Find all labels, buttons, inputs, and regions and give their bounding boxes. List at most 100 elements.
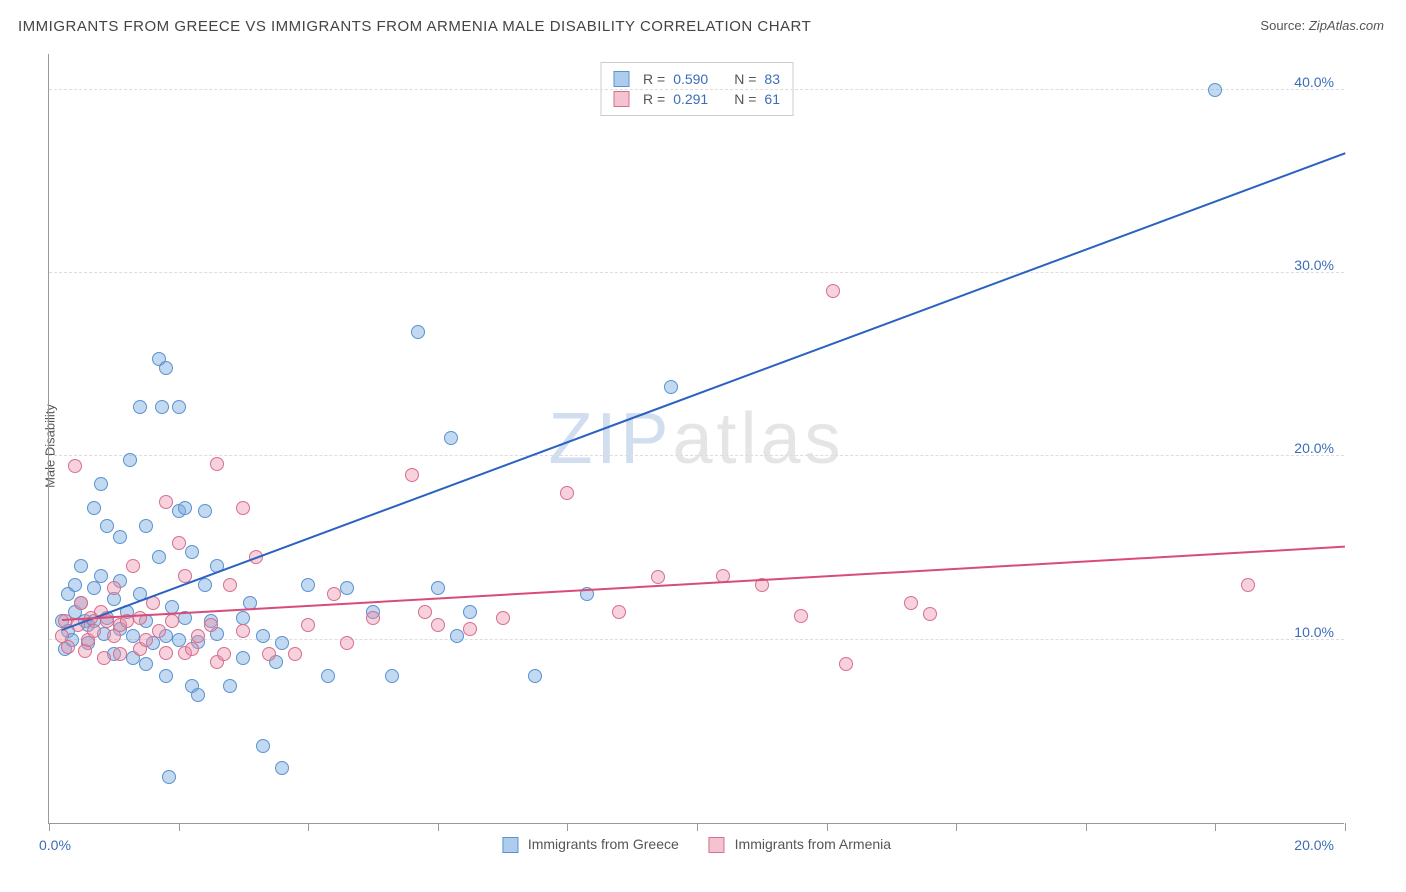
- data-point: [97, 651, 111, 665]
- y-tick-label: 30.0%: [1294, 257, 1334, 273]
- x-tick: [956, 823, 957, 831]
- gridline: [49, 89, 1344, 90]
- plot-area: ZIPatlas R = 0.590 N = 83 R = 0.291 N = …: [48, 54, 1344, 824]
- legend-item-armenia: Immigrants from Armenia: [709, 836, 891, 853]
- data-point: [94, 477, 108, 491]
- x-tick: [827, 823, 828, 831]
- data-point: [411, 325, 425, 339]
- data-point: [126, 559, 140, 573]
- data-point: [256, 739, 270, 753]
- data-point: [165, 614, 179, 628]
- data-point: [496, 611, 510, 625]
- data-point: [463, 622, 477, 636]
- data-point: [223, 679, 237, 693]
- data-point: [159, 669, 173, 683]
- data-point: [204, 618, 218, 632]
- correlation-row-greece: R = 0.590 N = 83: [613, 69, 780, 89]
- data-point: [288, 647, 302, 661]
- n-value-greece: 83: [764, 71, 780, 87]
- data-point: [178, 501, 192, 515]
- data-point: [68, 578, 82, 592]
- swatch-greece: [502, 837, 518, 853]
- r-value-greece: 0.590: [673, 71, 708, 87]
- data-point: [405, 468, 419, 482]
- n-value-armenia: 61: [764, 91, 780, 107]
- data-point: [651, 570, 665, 584]
- x-tick: [49, 823, 50, 831]
- data-point: [87, 501, 101, 515]
- data-point: [159, 646, 173, 660]
- series-legend: Immigrants from Greece Immigrants from A…: [502, 836, 891, 853]
- data-point: [139, 633, 153, 647]
- data-point: [431, 581, 445, 595]
- data-point: [431, 618, 445, 632]
- data-point: [450, 629, 464, 643]
- data-point: [301, 578, 315, 592]
- x-axis-min-label: 0.0%: [39, 837, 71, 853]
- x-tick: [308, 823, 309, 831]
- x-tick: [567, 823, 568, 831]
- data-point: [236, 651, 250, 665]
- data-point: [61, 640, 75, 654]
- data-point: [74, 596, 88, 610]
- data-point: [94, 569, 108, 583]
- swatch-greece: [613, 71, 629, 87]
- source-attribution: Source: ZipAtlas.com: [1260, 18, 1384, 33]
- watermark: ZIPatlas: [548, 398, 844, 480]
- swatch-armenia: [613, 91, 629, 107]
- data-point: [826, 284, 840, 298]
- data-point: [236, 624, 250, 638]
- data-point: [1208, 83, 1222, 97]
- data-point: [340, 581, 354, 595]
- data-point: [133, 400, 147, 414]
- swatch-armenia: [709, 837, 725, 853]
- x-axis-max-label: 20.0%: [1294, 837, 1334, 853]
- x-tick: [179, 823, 180, 831]
- data-point: [385, 669, 399, 683]
- legend-item-greece: Immigrants from Greece: [502, 836, 679, 853]
- legend-label-armenia: Immigrants from Armenia: [735, 836, 891, 852]
- data-point: [528, 669, 542, 683]
- data-point: [327, 587, 341, 601]
- data-point: [217, 647, 231, 661]
- data-point: [463, 605, 477, 619]
- data-point: [87, 624, 101, 638]
- data-point: [904, 596, 918, 610]
- data-point: [275, 636, 289, 650]
- y-tick-label: 10.0%: [1294, 624, 1334, 640]
- data-point: [172, 536, 186, 550]
- data-point: [275, 761, 289, 775]
- data-point: [236, 501, 250, 515]
- data-point: [923, 607, 937, 621]
- data-point: [87, 581, 101, 595]
- data-point: [256, 629, 270, 643]
- data-point: [107, 581, 121, 595]
- x-tick: [1345, 823, 1346, 831]
- data-point: [191, 688, 205, 702]
- data-point: [159, 361, 173, 375]
- data-point: [444, 431, 458, 445]
- watermark-atlas: atlas: [672, 399, 844, 479]
- y-tick-label: 40.0%: [1294, 74, 1334, 90]
- source-label: Source:: [1260, 18, 1305, 33]
- data-point: [191, 629, 205, 643]
- n-label: N =: [734, 91, 756, 107]
- data-point: [185, 642, 199, 656]
- data-point: [139, 519, 153, 533]
- data-point: [123, 453, 137, 467]
- data-point: [321, 669, 335, 683]
- data-point: [152, 550, 166, 564]
- data-point: [839, 657, 853, 671]
- data-point: [159, 495, 173, 509]
- data-point: [794, 609, 808, 623]
- correlation-row-armenia: R = 0.291 N = 61: [613, 89, 780, 109]
- data-point: [198, 504, 212, 518]
- y-tick-label: 20.0%: [1294, 440, 1334, 456]
- x-tick: [1086, 823, 1087, 831]
- chart-title: IMMIGRANTS FROM GREECE VS IMMIGRANTS FRO…: [18, 18, 811, 35]
- data-point: [210, 457, 224, 471]
- data-point: [74, 559, 88, 573]
- r-label: R =: [643, 91, 665, 107]
- data-point: [340, 636, 354, 650]
- x-tick: [1215, 823, 1216, 831]
